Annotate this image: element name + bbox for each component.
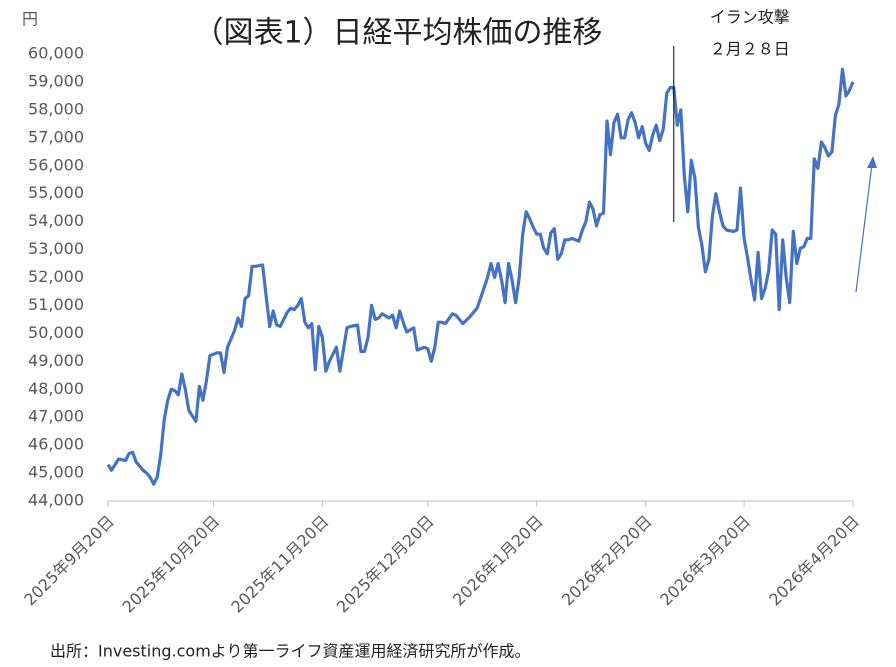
y-tick-label: 52,000 bbox=[28, 267, 84, 286]
x-tick-label: 2026年4月20日 bbox=[765, 512, 863, 610]
chart-title: （図表1）日経平均株価の推移 bbox=[193, 16, 602, 51]
source-note: 出所：Investing.comより第一ライフ資産運用経済研究所が作成。 bbox=[50, 642, 530, 661]
y-tick-label: 55,000 bbox=[28, 183, 84, 202]
y-tick-label: 46,000 bbox=[28, 435, 84, 454]
y-tick-label: 56,000 bbox=[28, 155, 84, 174]
y-unit: 円 bbox=[22, 10, 38, 29]
y-tick-label: 58,000 bbox=[28, 99, 84, 118]
y-tick-label: 54,000 bbox=[28, 211, 84, 230]
y-tick-label: 59,000 bbox=[28, 71, 84, 90]
y-tick-label: 51,000 bbox=[28, 295, 84, 314]
x-tick-label: 2026年3月20日 bbox=[656, 512, 754, 610]
x-tick-label: 2025年11月20日 bbox=[227, 512, 332, 617]
y-tick-label: 50,000 bbox=[28, 323, 84, 342]
x-tick-label: 2026年1月20日 bbox=[449, 512, 547, 610]
annotation-text: ２月２８日 bbox=[710, 40, 790, 59]
y-tick-label: 49,000 bbox=[28, 351, 84, 370]
y-tick-label: 60,000 bbox=[28, 44, 84, 63]
y-tick-label: 44,000 bbox=[28, 491, 84, 510]
y-tick-label: 53,000 bbox=[28, 239, 84, 258]
y-tick-label: 57,000 bbox=[28, 127, 84, 146]
price-line bbox=[106, 67, 855, 486]
x-tick-label: 2025年10月20日 bbox=[118, 512, 223, 617]
arrow-head bbox=[867, 156, 877, 168]
y-tick-label: 48,000 bbox=[28, 379, 84, 398]
y-tick-label: 45,000 bbox=[28, 463, 84, 482]
annotation-text: イラン攻撃 bbox=[710, 8, 790, 27]
x-tick-label: 2025年12月20日 bbox=[333, 512, 438, 617]
x-tick-label: 2026年2月20日 bbox=[558, 512, 656, 610]
arrow bbox=[855, 163, 873, 293]
y-tick-label: 47,000 bbox=[28, 407, 84, 426]
x-tick-label: 2025年9月20日 bbox=[20, 512, 118, 610]
